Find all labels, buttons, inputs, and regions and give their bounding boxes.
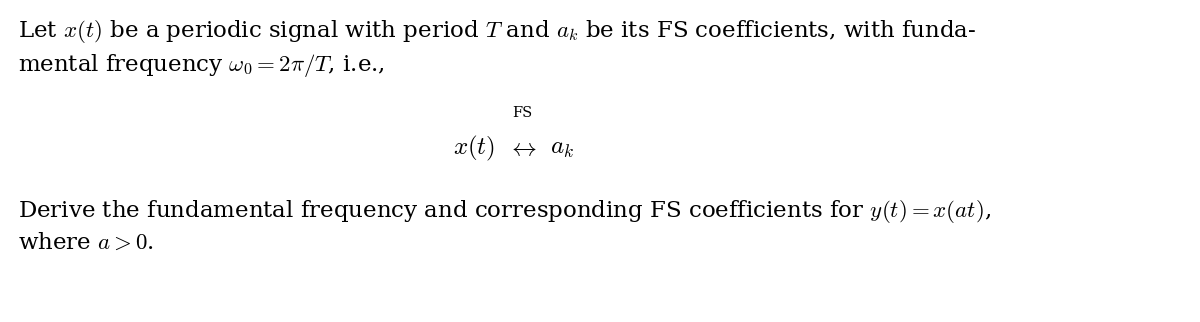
Text: $a_k$: $a_k$ xyxy=(550,137,574,159)
Text: FS: FS xyxy=(512,106,532,120)
Text: Derive the fundamental frequency and corresponding FS coefficients for $y(t) = x: Derive the fundamental frequency and cor… xyxy=(18,198,991,225)
Text: $x(t)$: $x(t)$ xyxy=(452,133,496,163)
Text: Let $x(t)$ be a periodic signal with period $T$ and $a_k$ be its FS coefficients: Let $x(t)$ be a periodic signal with per… xyxy=(18,18,977,45)
Text: mental frequency $\omega_0 = 2\pi/T$, i.e.,: mental frequency $\omega_0 = 2\pi/T$, i.… xyxy=(18,52,385,79)
Text: where $a > 0$.: where $a > 0$. xyxy=(18,232,154,254)
Text: $\leftrightarrow$: $\leftrightarrow$ xyxy=(508,137,536,159)
